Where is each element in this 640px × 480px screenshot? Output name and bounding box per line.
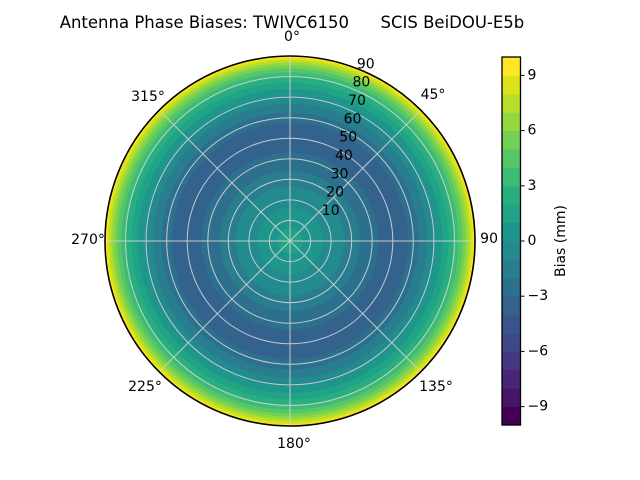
colorbar-band: [502, 333, 521, 352]
zenith-label-20: 20: [326, 185, 344, 201]
zenith-label-60: 60: [344, 111, 362, 127]
colorbar-ticklabel-m6: −6: [528, 343, 549, 359]
zenith-label-30: 30: [331, 166, 349, 182]
colorbar-band: [502, 406, 521, 426]
colorbar-band: [502, 93, 521, 113]
colorbar-tick-labels: 9 6 3 0 −3 −6 −9: [528, 67, 549, 414]
polar-grid: [105, 56, 475, 426]
colorbar-band: [502, 112, 521, 131]
colorbar-bands: [502, 57, 521, 426]
colorbar-ticklabel-9: 9: [528, 67, 537, 83]
colorbar-band: [502, 222, 521, 242]
colorbar-band: [502, 185, 521, 205]
colorbar-ticklabel-0: 0: [528, 233, 537, 249]
colorbar-ticklabel-6: 6: [528, 123, 537, 139]
azimuth-label-90: 90: [480, 231, 498, 247]
colorbar: 9 6 3 0 −3 −6 −9 Bias (mm): [501, 56, 569, 426]
colorbar-band: [502, 130, 521, 150]
zenith-label-90: 90: [357, 56, 375, 72]
polar-spine: [104, 55, 476, 427]
colorbar-band: [502, 204, 521, 223]
colorbar-ticklabel-3: 3: [528, 178, 537, 194]
azimuth-label-225: 225°: [128, 379, 162, 395]
colorbar-band: [502, 277, 521, 297]
colorbar-band: [502, 388, 521, 407]
colorbar-band: [502, 351, 521, 371]
colorbar-tickmarks: [520, 74, 525, 408]
grid-spoke-135: [289, 240, 422, 373]
azimuth-label-315: 315°: [131, 89, 165, 105]
zenith-label-10: 10: [322, 203, 340, 219]
colorbar-band: [502, 167, 521, 187]
colorbar-band: [502, 75, 521, 95]
colorbar-band: [502, 241, 521, 260]
colorbar-ticklabel-m9: −9: [528, 399, 549, 415]
grid-spoke-225: [158, 240, 291, 373]
zenith-label-50: 50: [339, 130, 357, 146]
plot-title: Antenna Phase Biases: TWIVC6150 SCIS Bei…: [59, 13, 525, 32]
azimuth-label-0: 0°: [284, 29, 300, 45]
colorbar-band: [502, 296, 521, 315]
grid-spoke-45: [289, 109, 422, 242]
azimuth-label-180: 180°: [277, 436, 311, 452]
polar-axes: 0° 45° 90 135° 180° 225° 270° 315° 10 20…: [71, 29, 498, 452]
colorbar-band: [502, 57, 521, 76]
azimuth-labels: 0° 45° 90 135° 180° 225° 270° 315°: [71, 29, 498, 452]
colorbar-ticklabel-m3: −3: [528, 288, 549, 304]
zenith-label-70: 70: [348, 93, 366, 109]
colorbar-band: [502, 369, 521, 389]
azimuth-label-45: 45°: [421, 87, 446, 103]
zenith-label-40: 40: [335, 148, 353, 164]
azimuth-label-135: 135°: [419, 379, 453, 395]
zenith-labels: 10 20 30 40 50 60 70 80 90: [322, 56, 375, 219]
grid-spoke-315: [158, 109, 291, 242]
zenith-label-80: 80: [352, 75, 370, 91]
colorbar-band: [502, 314, 521, 334]
azimuth-label-270: 270°: [71, 232, 105, 248]
colorbar-band: [502, 259, 521, 279]
colorbar-band: [502, 149, 521, 168]
colorbar-axis-label: Bias (mm): [553, 205, 569, 277]
